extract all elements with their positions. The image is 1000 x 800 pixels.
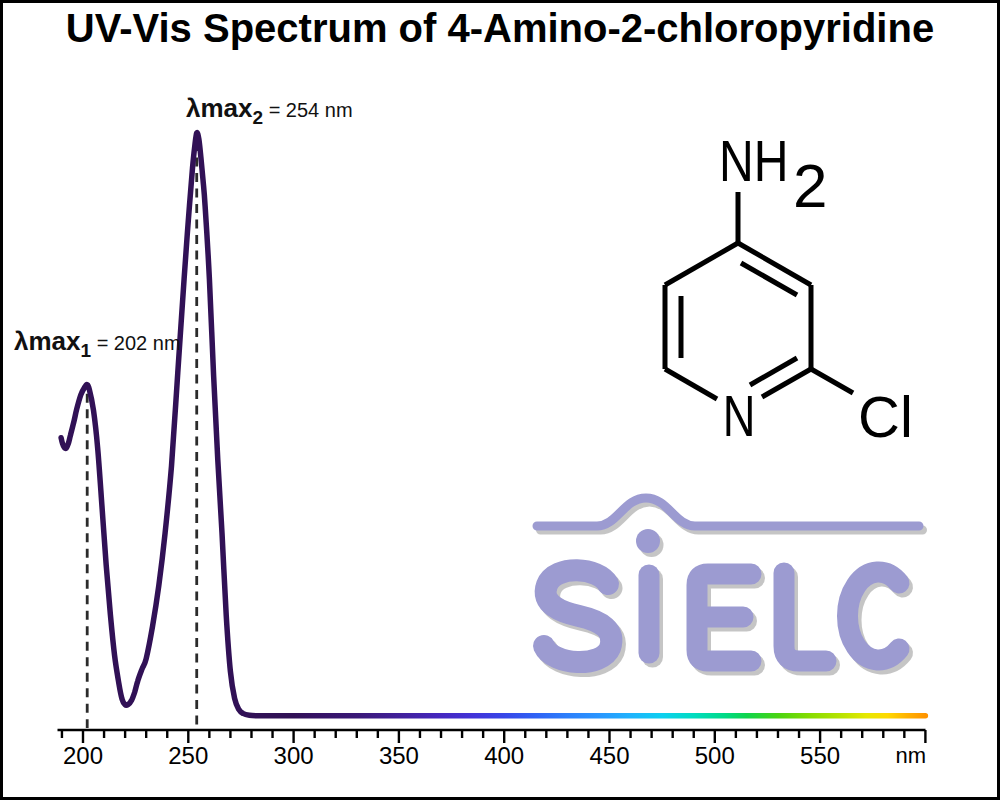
chart-title: UV-Vis Spectrum of 4-Amino-2-chloropyrid… <box>66 6 934 50</box>
bond-double-inner <box>741 263 797 295</box>
x-axis-tick-label: 350 <box>379 742 419 769</box>
x-axis-tick-label: 500 <box>695 742 735 769</box>
bond <box>665 369 717 399</box>
x-axis: 200 250 300 350 400 450 500 550 <box>58 730 926 769</box>
molecule-label-nh-subscript: 2 <box>793 151 827 220</box>
peak2-value: = 254 nm <box>263 99 353 121</box>
x-axis-tick-label: 300 <box>274 742 314 769</box>
peak1-value: = 202 nm <box>91 332 181 354</box>
bond-cl <box>811 369 853 393</box>
x-axis-tick-label: 250 <box>168 742 208 769</box>
peak2-annotation: λmax2 = 254 nm <box>186 93 353 128</box>
uv-vis-figure: UV-Vis Spectrum of 4-Amino-2-chloropyrid… <box>0 0 1000 800</box>
figure: UV-Vis Spectrum of 4-Amino-2-chloropyrid… <box>0 0 1000 800</box>
sielc-logo <box>537 498 923 666</box>
figure-border <box>2 2 999 799</box>
bond <box>665 243 738 285</box>
bond <box>738 243 811 285</box>
x-axis-tick-label: 450 <box>589 742 629 769</box>
molecule-label-nh: NH <box>719 129 789 193</box>
molecule-structure <box>665 192 853 399</box>
peak1-subscript: 1 <box>81 340 92 361</box>
x-axis-tick-label: 550 <box>800 742 840 769</box>
x-axis-tick-label: 400 <box>484 742 524 769</box>
peak1-lambda: λmax <box>14 326 81 356</box>
peak-marker-lines <box>87 142 197 728</box>
molecule-label-n: N <box>723 384 756 449</box>
x-axis-tick-label: 200 <box>63 742 103 769</box>
peak1-annotation: λmax1 = 202 nm <box>14 326 181 361</box>
molecule-label-cl: Cl <box>858 384 913 449</box>
sielc-logo-mark <box>537 498 919 662</box>
x-axis-unit-label: nm <box>895 743 926 768</box>
peak2-subscript: 2 <box>253 107 264 128</box>
peak2-lambda: λmax <box>186 93 253 123</box>
